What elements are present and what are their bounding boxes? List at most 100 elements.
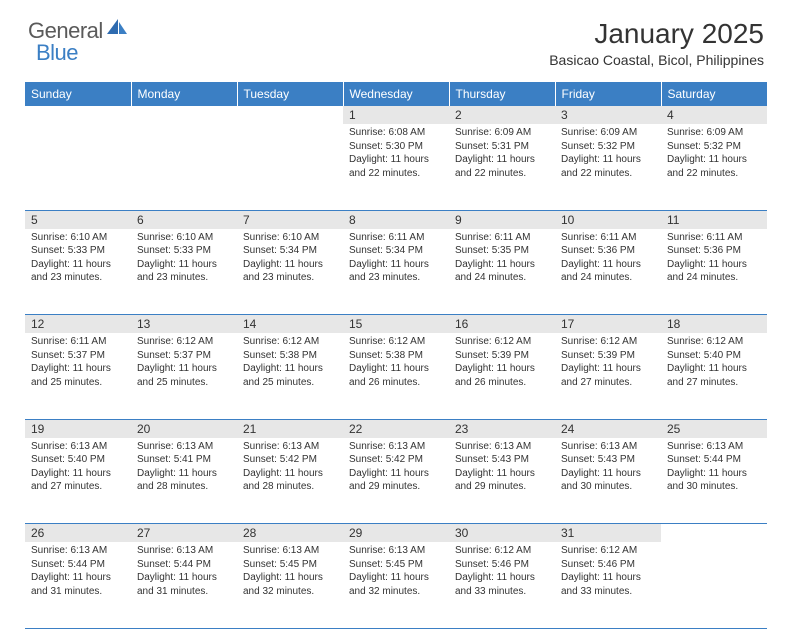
day-number [131, 106, 237, 124]
day-cell: Sunrise: 6:13 AMSunset: 5:45 PMDaylight:… [343, 542, 449, 628]
day-cell: Sunrise: 6:11 AMSunset: 5:35 PMDaylight:… [449, 229, 555, 315]
day-details: Sunrise: 6:13 AMSunset: 5:45 PMDaylight:… [343, 542, 449, 602]
day-number-cell: 1 [343, 106, 449, 124]
day-number: 20 [131, 420, 237, 438]
day-number: 5 [25, 211, 131, 229]
day-number: 15 [343, 315, 449, 333]
day-details: Sunrise: 6:09 AMSunset: 5:31 PMDaylight:… [449, 124, 555, 184]
weekday-header: Sunday [25, 82, 131, 106]
weekday-header: Wednesday [343, 82, 449, 106]
day-details: Sunrise: 6:11 AMSunset: 5:37 PMDaylight:… [25, 333, 131, 393]
day-number-cell: 13 [131, 315, 237, 334]
week-body-row: Sunrise: 6:10 AMSunset: 5:33 PMDaylight:… [25, 229, 767, 315]
day-number-cell: 28 [237, 524, 343, 543]
day-number: 8 [343, 211, 449, 229]
day-cell: Sunrise: 6:09 AMSunset: 5:32 PMDaylight:… [661, 124, 767, 210]
week-daynum-row: 567891011 [25, 210, 767, 229]
day-number-cell: 5 [25, 210, 131, 229]
brand-blue-row: Blue [36, 40, 78, 66]
day-number-cell: 20 [131, 419, 237, 438]
day-cell: Sunrise: 6:12 AMSunset: 5:38 PMDaylight:… [343, 333, 449, 419]
day-number-cell: 18 [661, 315, 767, 334]
day-cell: Sunrise: 6:11 AMSunset: 5:36 PMDaylight:… [555, 229, 661, 315]
day-cell: Sunrise: 6:12 AMSunset: 5:40 PMDaylight:… [661, 333, 767, 419]
day-details: Sunrise: 6:12 AMSunset: 5:38 PMDaylight:… [343, 333, 449, 393]
day-number: 9 [449, 211, 555, 229]
weekday-header: Friday [555, 82, 661, 106]
day-number-cell: 12 [25, 315, 131, 334]
day-details: Sunrise: 6:11 AMSunset: 5:36 PMDaylight:… [555, 229, 661, 289]
day-cell: Sunrise: 6:11 AMSunset: 5:37 PMDaylight:… [25, 333, 131, 419]
calendar-table: Sunday Monday Tuesday Wednesday Thursday… [25, 82, 767, 629]
day-number: 30 [449, 524, 555, 542]
day-details: Sunrise: 6:13 AMSunset: 5:40 PMDaylight:… [25, 438, 131, 498]
day-cell [237, 124, 343, 210]
day-details: Sunrise: 6:11 AMSunset: 5:34 PMDaylight:… [343, 229, 449, 289]
day-details: Sunrise: 6:13 AMSunset: 5:43 PMDaylight:… [449, 438, 555, 498]
day-number-cell: 3 [555, 106, 661, 124]
day-cell: Sunrise: 6:10 AMSunset: 5:33 PMDaylight:… [25, 229, 131, 315]
day-number: 31 [555, 524, 661, 542]
day-number-cell [25, 106, 131, 124]
brand-part2: Blue [36, 40, 78, 66]
day-cell: Sunrise: 6:13 AMSunset: 5:42 PMDaylight:… [237, 438, 343, 524]
day-details: Sunrise: 6:13 AMSunset: 5:43 PMDaylight:… [555, 438, 661, 498]
day-cell: Sunrise: 6:13 AMSunset: 5:45 PMDaylight:… [237, 542, 343, 628]
day-cell: Sunrise: 6:12 AMSunset: 5:46 PMDaylight:… [555, 542, 661, 628]
day-number: 26 [25, 524, 131, 542]
day-cell: Sunrise: 6:13 AMSunset: 5:44 PMDaylight:… [661, 438, 767, 524]
day-cell: Sunrise: 6:12 AMSunset: 5:39 PMDaylight:… [555, 333, 661, 419]
day-cell: Sunrise: 6:09 AMSunset: 5:31 PMDaylight:… [449, 124, 555, 210]
week-daynum-row: 12131415161718 [25, 315, 767, 334]
day-cell: Sunrise: 6:10 AMSunset: 5:33 PMDaylight:… [131, 229, 237, 315]
day-number-cell: 8 [343, 210, 449, 229]
weekday-header: Monday [131, 82, 237, 106]
day-number: 18 [661, 315, 767, 333]
day-number: 13 [131, 315, 237, 333]
day-cell: Sunrise: 6:13 AMSunset: 5:44 PMDaylight:… [131, 542, 237, 628]
day-number: 17 [555, 315, 661, 333]
day-number-cell: 14 [237, 315, 343, 334]
day-number-cell: 17 [555, 315, 661, 334]
day-number: 11 [661, 211, 767, 229]
day-cell: Sunrise: 6:12 AMSunset: 5:37 PMDaylight:… [131, 333, 237, 419]
day-number: 16 [449, 315, 555, 333]
day-details: Sunrise: 6:10 AMSunset: 5:33 PMDaylight:… [131, 229, 237, 289]
day-number-cell: 25 [661, 419, 767, 438]
brand-sail-icon [107, 19, 127, 42]
day-number: 10 [555, 211, 661, 229]
day-number: 12 [25, 315, 131, 333]
day-details: Sunrise: 6:13 AMSunset: 5:45 PMDaylight:… [237, 542, 343, 602]
day-details: Sunrise: 6:09 AMSunset: 5:32 PMDaylight:… [661, 124, 767, 184]
day-cell: Sunrise: 6:08 AMSunset: 5:30 PMDaylight:… [343, 124, 449, 210]
day-number-cell: 21 [237, 419, 343, 438]
day-cell [25, 124, 131, 210]
day-number-cell: 16 [449, 315, 555, 334]
day-cell: Sunrise: 6:13 AMSunset: 5:43 PMDaylight:… [449, 438, 555, 524]
day-number-cell: 2 [449, 106, 555, 124]
day-number: 19 [25, 420, 131, 438]
day-cell [661, 542, 767, 628]
day-number-cell: 4 [661, 106, 767, 124]
day-number-cell: 31 [555, 524, 661, 543]
day-number-cell: 22 [343, 419, 449, 438]
day-cell: Sunrise: 6:09 AMSunset: 5:32 PMDaylight:… [555, 124, 661, 210]
day-cell: Sunrise: 6:13 AMSunset: 5:42 PMDaylight:… [343, 438, 449, 524]
day-details: Sunrise: 6:12 AMSunset: 5:38 PMDaylight:… [237, 333, 343, 393]
title-block: January 2025 Basicao Coastal, Bicol, Phi… [549, 18, 764, 68]
day-number-cell: 6 [131, 210, 237, 229]
page-header: General January 2025 Basicao Coastal, Bi… [0, 0, 792, 72]
weekday-header-row: Sunday Monday Tuesday Wednesday Thursday… [25, 82, 767, 106]
day-details: Sunrise: 6:12 AMSunset: 5:46 PMDaylight:… [555, 542, 661, 602]
day-cell: Sunrise: 6:13 AMSunset: 5:44 PMDaylight:… [25, 542, 131, 628]
day-number: 21 [237, 420, 343, 438]
day-number-cell: 7 [237, 210, 343, 229]
day-number-cell: 29 [343, 524, 449, 543]
weekday-header: Thursday [449, 82, 555, 106]
day-details: Sunrise: 6:13 AMSunset: 5:44 PMDaylight:… [661, 438, 767, 498]
day-details: Sunrise: 6:10 AMSunset: 5:33 PMDaylight:… [25, 229, 131, 289]
day-number: 6 [131, 211, 237, 229]
day-cell: Sunrise: 6:12 AMSunset: 5:46 PMDaylight:… [449, 542, 555, 628]
day-number-cell [237, 106, 343, 124]
week-daynum-row: 19202122232425 [25, 419, 767, 438]
